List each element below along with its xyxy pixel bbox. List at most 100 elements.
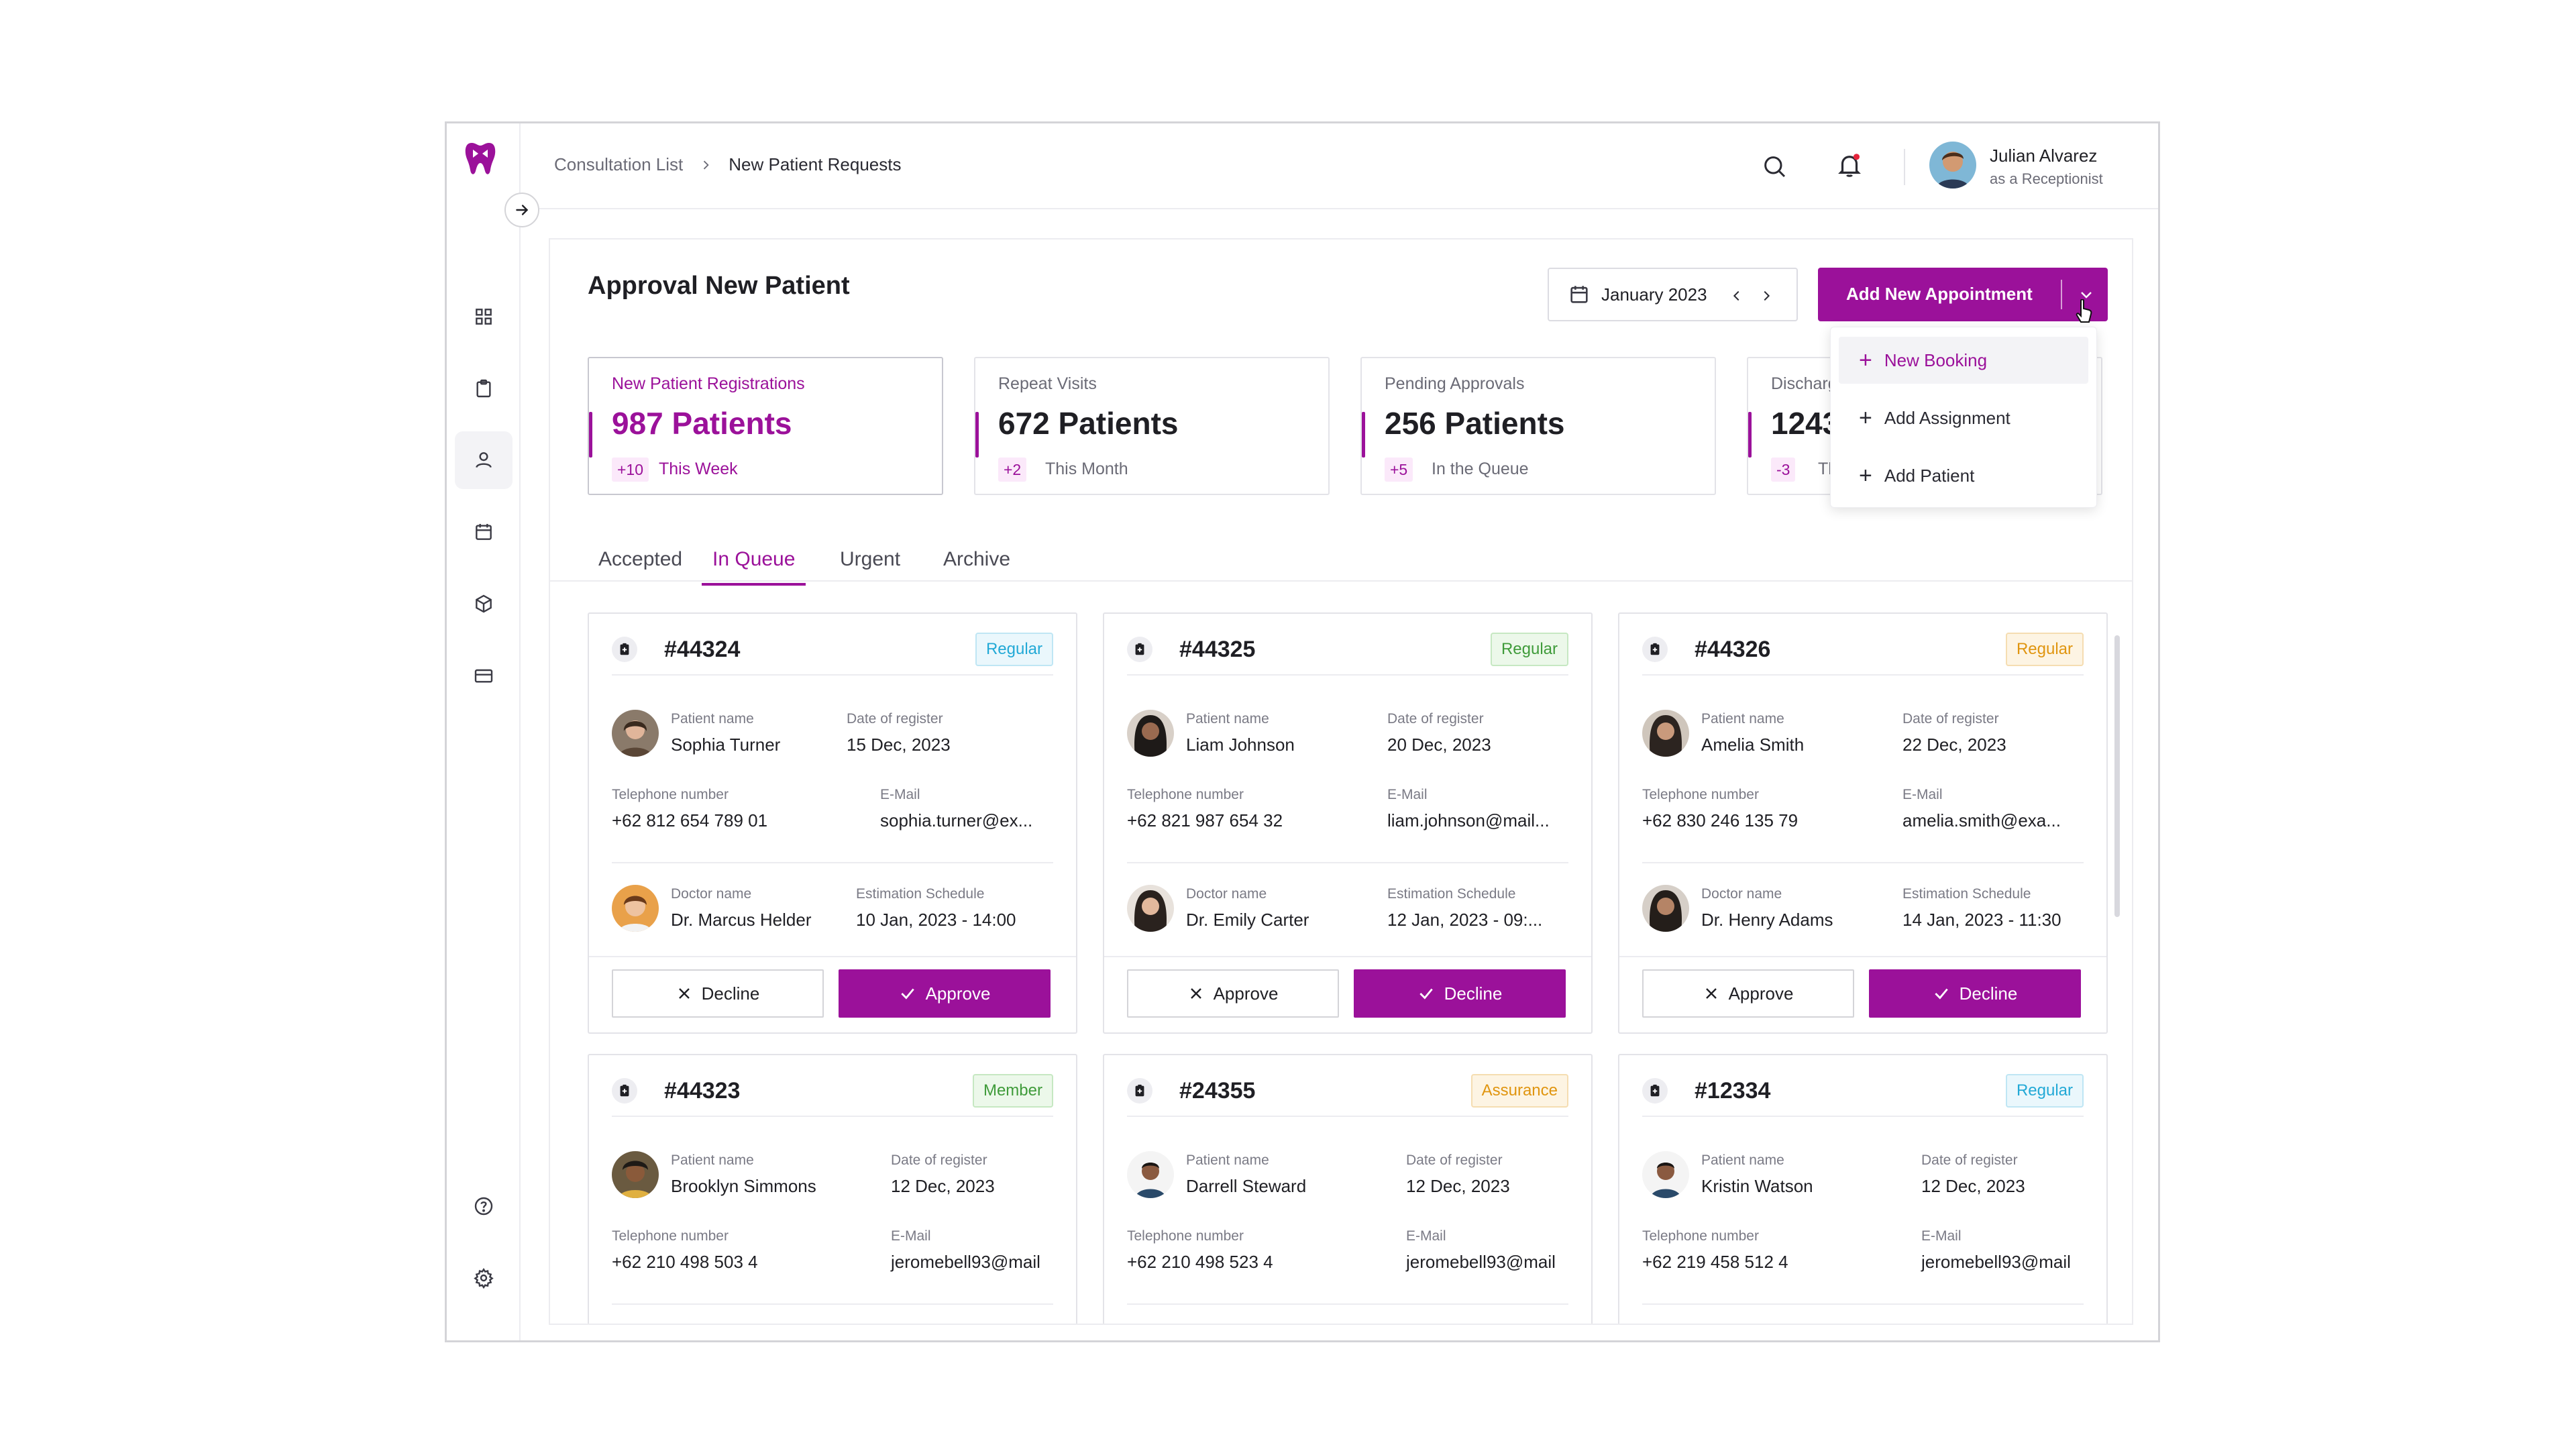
stat-card[interactable]: Repeat Visits 672 Patients +2 This Month bbox=[974, 357, 1330, 495]
sidebar-item-clipboard[interactable] bbox=[455, 360, 513, 417]
patient-name: Kristin Watson bbox=[1701, 1176, 1813, 1196]
patient-avatar bbox=[612, 1151, 659, 1198]
sidebar-item-dashboard[interactable] bbox=[455, 288, 513, 345]
user-name[interactable]: Julian Alvarez bbox=[1990, 146, 2098, 166]
date-register: 12 Dec, 2023 bbox=[1921, 1176, 2025, 1196]
patient-card[interactable]: #44323 Member Patient name Brooklyn Simm… bbox=[588, 1054, 1077, 1324]
status-badge: Regular bbox=[2005, 1074, 2084, 1108]
bell-icon bbox=[1838, 154, 1861, 177]
button-label: Approve bbox=[1213, 983, 1279, 1004]
patient-avatar bbox=[612, 710, 659, 757]
divider bbox=[1127, 1303, 1568, 1305]
card-id: #12334 bbox=[1695, 1078, 1771, 1104]
divider bbox=[1127, 862, 1568, 863]
date-register-label: Date of register bbox=[891, 1152, 987, 1168]
email: jeromebell93@mail bbox=[1406, 1252, 1556, 1272]
mouse-cursor-icon bbox=[2076, 299, 2092, 323]
date-register-label: Date of register bbox=[1406, 1152, 1503, 1168]
stat-delta: +2 bbox=[998, 458, 1027, 482]
divider bbox=[1642, 862, 2084, 863]
telephone: +62 219 458 512 4 bbox=[1642, 1252, 1788, 1272]
chevron-left-icon[interactable] bbox=[1725, 284, 1749, 308]
chevron-down-icon[interactable] bbox=[2068, 281, 2105, 308]
user-icon bbox=[476, 452, 492, 468]
add-appointment-label: Add New Appointment bbox=[1846, 284, 2033, 304]
clipboard-icon bbox=[1642, 637, 1668, 662]
sidebar-expand-button[interactable] bbox=[504, 193, 539, 227]
stat-card[interactable]: Pending Approvals 256 Patients +5 In the… bbox=[1360, 357, 1716, 495]
patient-card[interactable]: #44326 Regular Patient name Amelia Smith… bbox=[1618, 612, 2108, 1034]
menu-item-label: Add Assignment bbox=[1884, 407, 2010, 428]
card-header: #44325 Regular bbox=[1127, 631, 1568, 667]
telephone: +62 821 987 654 32 bbox=[1127, 810, 1283, 830]
stat-value: 672 Patients bbox=[998, 406, 1179, 441]
decline-button[interactable]: Decline bbox=[1354, 969, 1566, 1018]
tab-urgent[interactable]: Urgent bbox=[840, 548, 901, 570]
check-icon bbox=[1419, 988, 1433, 1000]
clipboard-icon bbox=[476, 379, 491, 398]
patient-card[interactable]: #44324 Regular Patient name Sophia Turne… bbox=[588, 612, 1077, 1034]
divider bbox=[1642, 1303, 2084, 1305]
doctor-name: Dr. Marcus Helder bbox=[671, 910, 812, 930]
estimation-label: Estimation Schedule bbox=[856, 886, 985, 902]
menu-item-add-patient[interactable]: + Add Patient bbox=[1839, 452, 2088, 499]
appointment-dropdown-menu: + New Booking + Add Assignment + Add Pat… bbox=[1830, 327, 2097, 508]
sidebar-item-calendar[interactable] bbox=[455, 503, 513, 561]
menu-item-add-assignment[interactable]: + Add Assignment bbox=[1839, 394, 2088, 441]
approve-button[interactable]: Approve bbox=[1642, 969, 1854, 1018]
month-picker[interactable]: January 2023 bbox=[1548, 268, 1798, 321]
patient-name: Amelia Smith bbox=[1701, 735, 1805, 755]
patient-card[interactable]: #44325 Regular Patient name Liam Johnson… bbox=[1103, 612, 1593, 1034]
approve-button[interactable]: Approve bbox=[1127, 969, 1339, 1018]
approve-button[interactable]: Approve bbox=[839, 969, 1051, 1018]
telephone-label: Telephone number bbox=[1127, 1228, 1244, 1244]
avatar[interactable] bbox=[1929, 142, 1976, 189]
decline-button[interactable]: Decline bbox=[1869, 969, 2081, 1018]
add-appointment-button[interactable]: Add New Appointment bbox=[1818, 268, 2108, 321]
tab-in-queue[interactable]: In Queue bbox=[702, 548, 806, 586]
tooth-logo-icon[interactable] bbox=[464, 140, 497, 178]
date-register-label: Date of register bbox=[847, 711, 943, 727]
sidebar-item-inventory[interactable] bbox=[455, 575, 513, 633]
divider bbox=[612, 1116, 1053, 1117]
date-register-label: Date of register bbox=[1921, 1152, 2018, 1168]
menu-item-label: New Booking bbox=[1884, 350, 1988, 370]
menu-item-label: Add Patient bbox=[1884, 465, 1975, 486]
patient-name: Liam Johnson bbox=[1186, 735, 1295, 755]
month-label: January 2023 bbox=[1601, 284, 1707, 305]
scrollbar[interactable] bbox=[2114, 635, 2120, 917]
stat-title: Pending Approvals bbox=[1385, 374, 1525, 393]
telephone-label: Telephone number bbox=[1642, 787, 1759, 802]
divider bbox=[2061, 280, 2062, 309]
app-window: Consultation List New Patient Requests J… bbox=[445, 121, 2160, 1342]
search-button[interactable] bbox=[1758, 150, 1790, 182]
chevron-right-icon bbox=[699, 158, 712, 172]
divider bbox=[589, 956, 1076, 957]
decline-button[interactable]: Decline bbox=[612, 969, 824, 1018]
sidebar-item-settings[interactable] bbox=[455, 1249, 513, 1307]
tabs-underline bbox=[550, 580, 2132, 582]
stat-card[interactable]: New Patient Registrations 987 Patients +… bbox=[588, 357, 943, 495]
sidebar-item-patients[interactable] bbox=[455, 431, 513, 489]
telephone-label: Telephone number bbox=[612, 1228, 729, 1244]
button-label: Decline bbox=[1959, 983, 2018, 1004]
sidebar-item-help[interactable] bbox=[455, 1177, 513, 1235]
patient-card[interactable]: #24355 Assurance Patient name Darrell St… bbox=[1103, 1054, 1593, 1324]
notifications-button[interactable] bbox=[1833, 149, 1866, 181]
tab-archive[interactable]: Archive bbox=[943, 548, 1011, 570]
telephone-label: Telephone number bbox=[612, 787, 729, 802]
menu-item-new-booking[interactable]: + New Booking bbox=[1839, 337, 2088, 384]
doctor-name: Dr. Emily Carter bbox=[1186, 910, 1309, 930]
chevron-right-icon[interactable] bbox=[1754, 284, 1778, 308]
patient-card[interactable]: #12334 Regular Patient name Kristin Wats… bbox=[1618, 1054, 2108, 1324]
telephone: +62 210 498 503 4 bbox=[612, 1252, 758, 1272]
breadcrumb-current: New Patient Requests bbox=[729, 154, 902, 174]
telephone-label: Telephone number bbox=[1127, 787, 1244, 802]
status-badge: Assurance bbox=[1470, 1074, 1568, 1108]
close-icon bbox=[1190, 988, 1201, 999]
tab-accepted[interactable]: Accepted bbox=[598, 548, 683, 570]
telephone-label: Telephone number bbox=[1642, 1228, 1759, 1244]
breadcrumb-parent[interactable]: Consultation List bbox=[554, 154, 684, 174]
sidebar-item-billing[interactable] bbox=[455, 647, 513, 704]
stat-value: 256 Patients bbox=[1385, 406, 1565, 441]
